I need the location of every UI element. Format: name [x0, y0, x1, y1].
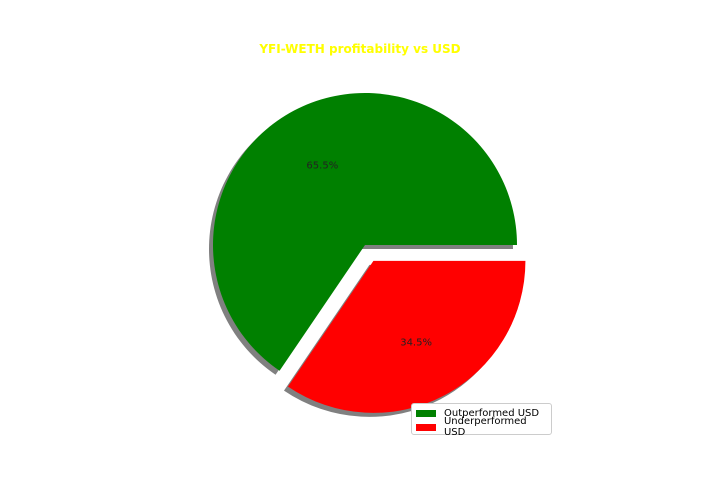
pct-label-outperformed-usd: 65.5% — [306, 160, 338, 171]
legend-label-outperformed: Outperformed USD — [444, 407, 540, 419]
legend-label-underperformed: Underperformed USD — [443, 416, 527, 438]
legend: Outperformed USD Underperformed USD — [411, 403, 552, 438]
legend-item-outperformed: Outperformed USD — [416, 406, 551, 420]
legend-swatch-outperformed — [416, 409, 436, 417]
chart-title: YFI-WETH profitability vs USD — [259, 42, 461, 56]
pie-slice-underperformed-usd — [287, 260, 526, 413]
legend-item-underperformed: Underperformed USD — [416, 416, 551, 438]
pie-slice-layer — [213, 93, 526, 413]
pie-slice-outperformed-usd — [213, 93, 518, 371]
pie-label-layer: 65.5% 34.5% — [306, 160, 432, 348]
legend-swatch-underperformed — [416, 423, 436, 431]
pct-label-underperformed-usd: 34.5% — [400, 338, 432, 349]
